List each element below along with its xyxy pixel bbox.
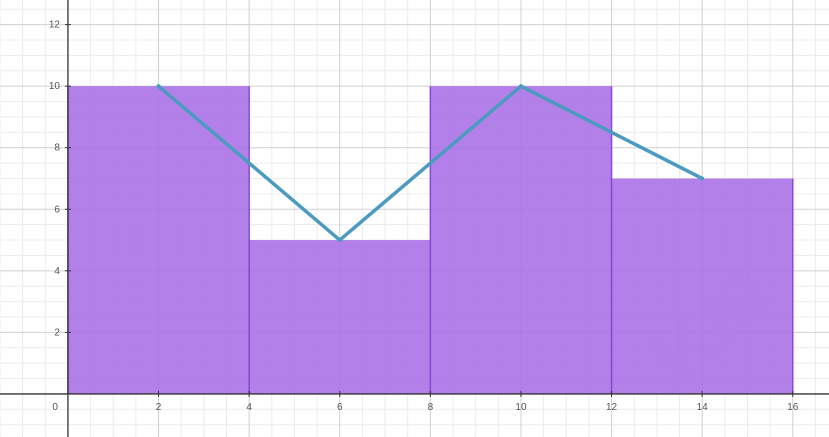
x-tick-label: 6 — [337, 402, 343, 413]
x-tick-label: 10 — [515, 402, 527, 413]
frequency-polygon-point — [700, 176, 705, 181]
x-tick-label: 0 — [52, 402, 58, 413]
y-tick-label: 4 — [54, 266, 60, 277]
y-tick-label: 12 — [49, 20, 61, 31]
frequency-polygon-point — [337, 238, 342, 243]
x-tick-label: 14 — [697, 402, 709, 413]
histogram-bar — [430, 86, 612, 394]
x-tick-label: 12 — [606, 402, 618, 413]
y-tick-label: 2 — [54, 327, 60, 338]
x-tick-label: 4 — [246, 402, 252, 413]
frequency-polygon-point — [156, 84, 161, 89]
histogram-bar — [67, 86, 250, 394]
x-tick-label: 2 — [156, 402, 162, 413]
y-tick-label: 6 — [54, 204, 60, 215]
frequency-polygon-line — [156, 84, 704, 242]
y-tick-label: 10 — [49, 81, 61, 92]
frequency-polygon-point — [518, 84, 523, 89]
x-tick-label: 16 — [787, 402, 799, 413]
histogram-bar — [611, 178, 793, 394]
y-tick-label: 8 — [54, 143, 60, 154]
x-tick-label: 8 — [428, 402, 434, 413]
histogram-bar — [249, 240, 431, 394]
